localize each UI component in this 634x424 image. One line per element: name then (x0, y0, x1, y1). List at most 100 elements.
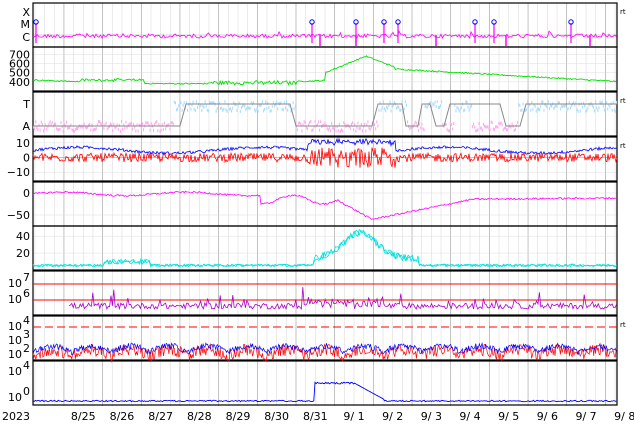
sector-point (364, 122, 366, 126)
sector-point (320, 120, 322, 124)
sector-point (501, 123, 503, 127)
sector-point (162, 128, 164, 132)
sector-point (156, 120, 158, 124)
sector-point (489, 128, 491, 132)
sector-point (116, 123, 118, 127)
sector-point (343, 121, 345, 125)
x-tick-label: 8/28 (187, 410, 212, 423)
sector-point (466, 100, 468, 104)
sector-point (89, 122, 91, 126)
y-label-dst: 0 (23, 187, 30, 200)
xray-series (32, 30, 617, 39)
sector-point (287, 108, 289, 112)
sector-point (547, 100, 549, 104)
sector-point (304, 121, 306, 125)
sector-point (453, 122, 455, 126)
sector-point (388, 103, 390, 107)
sector-point (107, 126, 109, 130)
sector-point (292, 101, 294, 105)
sector-point (114, 126, 116, 130)
sector-point (199, 105, 201, 109)
sector-point (243, 103, 245, 107)
sector-point (159, 129, 161, 133)
sector-point (63, 123, 65, 127)
sector-point (612, 100, 614, 104)
sector-point (434, 100, 436, 104)
sector-point (488, 127, 490, 131)
sector-point (281, 107, 283, 111)
y-label-hp-exp: 0 (23, 385, 30, 398)
sector-point (332, 126, 334, 130)
sector-point (597, 109, 599, 113)
proton-series-blue (32, 342, 617, 356)
flare-marker (353, 19, 359, 25)
sector-point (481, 128, 483, 132)
sector-point (134, 125, 136, 129)
sector-point (91, 123, 93, 127)
sector-point (581, 105, 583, 109)
sector-point (339, 129, 341, 133)
sector-point (325, 123, 327, 127)
sector-point (261, 100, 263, 104)
sector-point (160, 128, 162, 132)
sector-point (495, 125, 497, 129)
sector-point (448, 129, 450, 133)
kp-series (32, 229, 618, 268)
sector-point (576, 108, 578, 112)
sector-point (533, 103, 535, 107)
sector-point (338, 122, 340, 126)
dst-series (32, 190, 617, 220)
sector-point (468, 108, 470, 112)
sector-point (83, 122, 85, 126)
sector-point (457, 107, 459, 111)
sector-point (115, 125, 117, 129)
sector-point (300, 122, 302, 126)
sector-point (522, 102, 524, 106)
sector-point (487, 125, 489, 129)
sector-point (324, 121, 326, 125)
sector-point (519, 104, 521, 108)
sector-point (34, 127, 36, 131)
sector-point (575, 101, 577, 105)
sector-point (311, 129, 313, 133)
sector-point (188, 103, 190, 107)
sector-point (419, 122, 421, 126)
sector-point (173, 100, 175, 104)
sector-point (562, 105, 564, 109)
sector-point (447, 129, 449, 133)
sector-point (196, 105, 198, 109)
sector-point (257, 109, 259, 113)
sector-point (246, 106, 248, 110)
sector-point (470, 104, 472, 108)
sector-point (518, 102, 520, 106)
y-label-a: A (22, 120, 30, 133)
sector-point (478, 122, 480, 126)
sector-point (480, 126, 482, 130)
sector-point (517, 121, 519, 125)
sector-point (271, 104, 273, 108)
sector-point (313, 125, 315, 129)
sector-point (550, 103, 552, 107)
sector-point (529, 103, 531, 107)
sector-point (383, 107, 385, 111)
sector-point (172, 122, 174, 126)
sector-point (491, 121, 493, 125)
y-label-p-exp: 2 (23, 342, 30, 355)
sector-point (579, 109, 581, 113)
sector-point (415, 121, 417, 125)
sector-point (492, 127, 494, 131)
sector-point (170, 121, 172, 125)
sector-point (232, 106, 234, 110)
sector-point (207, 109, 209, 113)
sector-point (213, 101, 215, 105)
sector-point (256, 107, 258, 111)
sector-point (176, 108, 178, 112)
sector-point (469, 105, 471, 109)
sector-point (548, 107, 550, 111)
sector-point (161, 123, 163, 127)
sector-point (227, 104, 229, 108)
sector-point (403, 107, 405, 111)
sector-point (449, 121, 451, 125)
sector-point (194, 108, 196, 112)
